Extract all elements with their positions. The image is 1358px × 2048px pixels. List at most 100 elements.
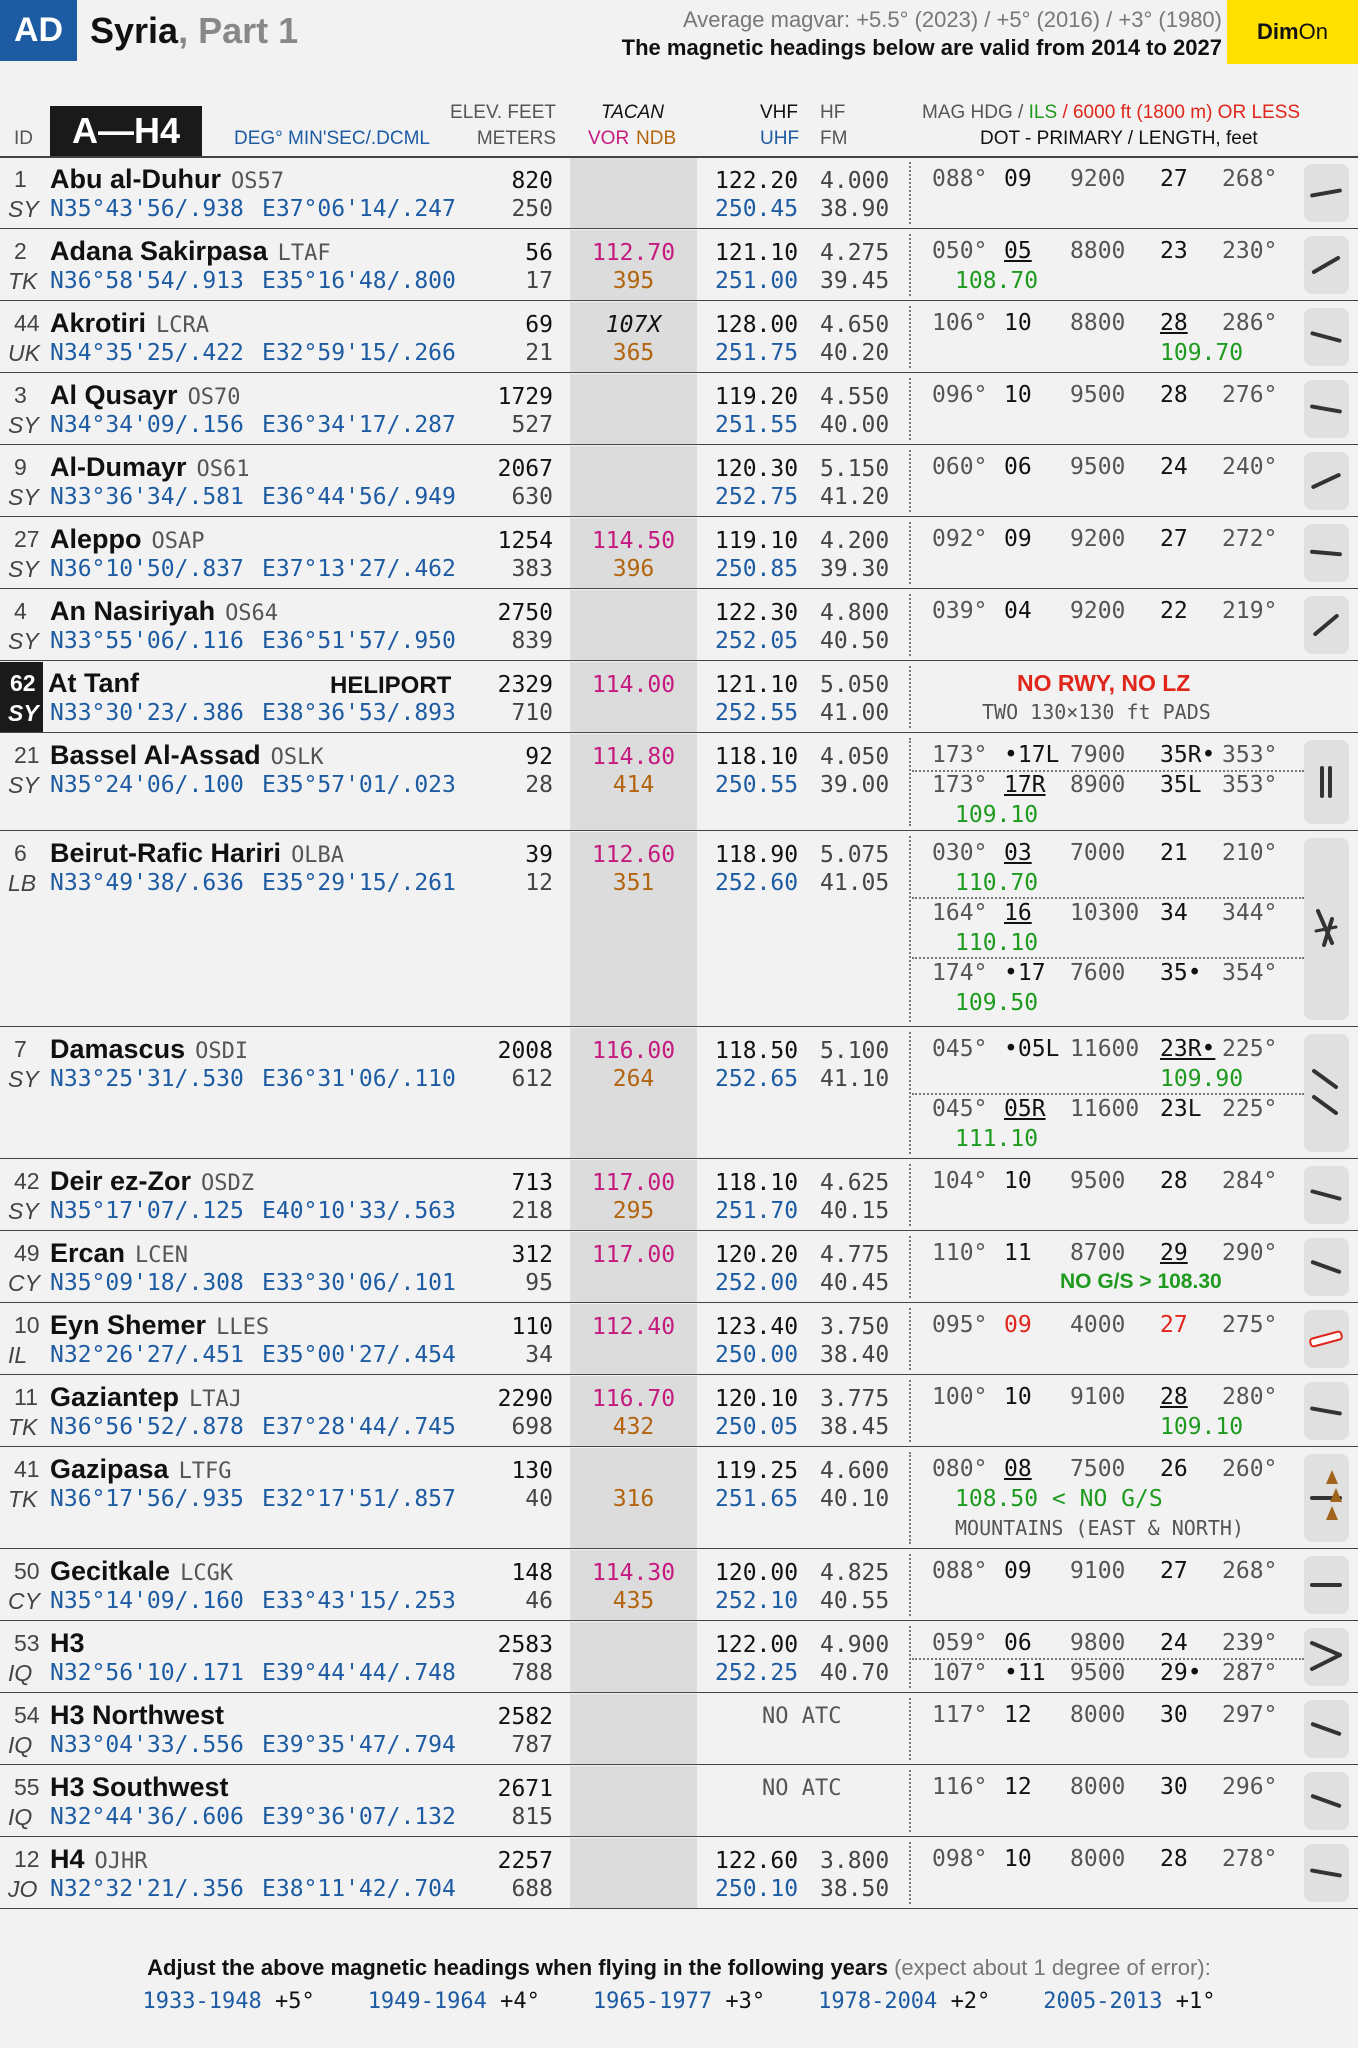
tacan-band: [570, 1766, 697, 1836]
fm-freq: 40.00: [820, 412, 890, 438]
runway-diagram-icon: [1304, 164, 1349, 222]
table-row[interactable]: 9 SY Al-Dumayr OS61 N33°36'34/.581 E36°44'56/…: [0, 446, 1358, 517]
year-range: 1949-1964: [367, 1989, 487, 2014]
runway-line: [1310, 1868, 1342, 1878]
tacan-band: [570, 1550, 697, 1620]
runway-id-reciprocal: 28: [1160, 1384, 1188, 1410]
longitude: E39°35'47/.794: [262, 1732, 456, 1758]
elevation-feet: 92: [525, 744, 553, 770]
airport-id: 3: [14, 382, 27, 408]
runway-diagram-icon: [1304, 1556, 1349, 1614]
runway-diagram-icon: [1304, 236, 1349, 294]
uhf-freq: 252.65: [715, 1066, 799, 1092]
table-row[interactable]: 2 TK Adana Sakirpasa LTAF N36°58'54/.913 E35°…: [0, 230, 1358, 301]
tacan-vor-freq: 114.00: [591, 672, 676, 698]
elevation-meters: 383: [511, 556, 553, 582]
table-row[interactable]: 27 SY Aleppo OSAP N36°10'50/.837 E37°13'27/.4…: [0, 518, 1358, 589]
header-rule: [0, 156, 1358, 158]
table-row[interactable]: 11 TK Gaziantep LTAJ N36°56'52/.878 E37°28'44…: [0, 1376, 1358, 1447]
table-row[interactable]: 4 SY An Nasiriyah OS64 N33°55'06/.116 E36°51'…: [0, 590, 1358, 661]
runway-id: 10: [1004, 310, 1032, 336]
mag-heading-reciprocal: 272°: [1222, 526, 1278, 552]
airport-name-text: Eyn Shemer: [50, 1310, 207, 1340]
runway-id: 10: [1004, 382, 1032, 408]
table-row[interactable]: 10 IL Eyn Shemer LLES N32°26'27/.451 E35°00'2…: [0, 1304, 1358, 1375]
latitude: N32°32'21/.356: [50, 1876, 244, 1902]
table-row[interactable]: 3 SY Al Qusayr OS70 N34°34'09/.156 E36°34'17/…: [0, 374, 1358, 445]
fm-freq: 40.70: [820, 1660, 890, 1686]
runway-diagram: [1320, 766, 1332, 798]
vhf-freq: 118.90: [715, 842, 799, 868]
range-tab[interactable]: A—H4: [50, 106, 202, 156]
latitude: N33°36'34/.581: [50, 484, 244, 510]
runway-id-reciprocal: 28: [1160, 310, 1188, 336]
mag-heading-reciprocal: 225°: [1222, 1036, 1278, 1062]
longitude: E36°34'17/.287: [262, 412, 456, 438]
column-divider: [909, 522, 911, 584]
mag-heading-reciprocal: 219°: [1222, 598, 1278, 624]
ils-freq: 108.70: [955, 268, 1039, 294]
airport-id: 9: [14, 454, 27, 480]
mag-heading: 045°: [932, 1096, 988, 1122]
table-row[interactable]: 42 SY Deir ez-Zor OSDZ N35°17'07/.125 E40°10'…: [0, 1160, 1358, 1231]
tacan-vor-freq: 114.50: [591, 528, 676, 554]
airport-name: H4 OJHR: [50, 1844, 148, 1875]
runway-diagram: [1310, 1406, 1342, 1416]
country-code: CY: [8, 1270, 40, 1296]
footer-main: Adjust the above magnetic headings when …: [147, 1955, 888, 1980]
elevation-meters: 34: [525, 1342, 553, 1368]
glideslope-note: NO G/S > 108.30: [1060, 1270, 1222, 1293]
uhf-freq: 250.10: [715, 1876, 799, 1902]
vhf-freq: 118.10: [715, 744, 799, 770]
airport-name: H3 Southwest: [50, 1772, 229, 1803]
table-row[interactable]: 41 TK Gazipasa LTFG N36°17'56/.935 E32°17'51/…: [0, 1448, 1358, 1549]
table-row[interactable]: 6 LB Beirut-Rafic Hariri OLBA N33°49'38/.636…: [0, 832, 1358, 1027]
runway-id-reciprocal: 21: [1160, 840, 1188, 866]
longitude: E37°28'44/.745: [262, 1414, 456, 1440]
table-row[interactable]: 44 UK Akrotiri LCRA N34°35'25/.422 E32°59'15/…: [0, 302, 1358, 373]
table-row[interactable]: 54 IQ H3 Northwest N33°04'33/.556 E39°35'47/…: [0, 1694, 1358, 1765]
table-row[interactable]: 1 SY Abu al-Duhur OS57 N35°43'56/.938 E37°06'…: [0, 158, 1358, 229]
runway-diagram: [1310, 1722, 1342, 1736]
mag-heading-reciprocal: 268°: [1222, 1558, 1278, 1584]
latitude: N36°58'54/.913: [50, 268, 244, 294]
tacan-band: [570, 832, 697, 1026]
elevation-feet: 2290: [497, 1386, 553, 1412]
year-range: 1965-1977: [592, 1989, 713, 2014]
elevation-meters: 95: [525, 1270, 553, 1296]
table-row[interactable]: 53 IQ H3 N32°56'10/.171 E39°44'44/.748 2583 78…: [0, 1622, 1358, 1693]
table-row[interactable]: 21 SY Bassel Al-Assad OSLK N35°24'06/.100 E35…: [0, 734, 1358, 831]
mountain-icon: [1326, 1470, 1338, 1484]
tacan-vor-freq: 112.70: [591, 240, 676, 266]
runway-diagram-icon: [1304, 1454, 1349, 1542]
dim-on-toggle[interactable]: Dim On: [1227, 0, 1358, 64]
hf-freq: 5.050: [820, 672, 890, 698]
ndb-freq: 396: [612, 556, 655, 582]
mag-heading: 092°: [932, 526, 988, 552]
table-row[interactable]: 62 SY At Tanf HELIPORT NO RWY, NO LZ TWO 130×…: [0, 662, 1358, 733]
runway-diagram-icon: [1304, 596, 1349, 654]
runway-id: 16: [1004, 900, 1032, 926]
id-highlight: [0, 662, 43, 732]
tacan-vor-freq: 112.60: [591, 842, 676, 868]
country-code: SY: [8, 556, 39, 582]
airport-name: Beirut-Rafic Hariri OLBA: [50, 838, 344, 869]
table-row[interactable]: 7 SY Damascus OSDI N33°25'31/.530 E36°31'06/.…: [0, 1028, 1358, 1159]
fm-freq: 38.50: [820, 1876, 890, 1902]
airport-id: 2: [14, 238, 27, 264]
table-row[interactable]: 49 CY Ercan LCEN N35°09'18/.308 E33°30'06/.10…: [0, 1232, 1358, 1303]
uhf-freq: 252.55: [715, 700, 799, 726]
mag-heading-reciprocal: 287°: [1222, 1660, 1278, 1686]
hf-freq: 3.750: [820, 1314, 890, 1340]
runway-id: 10: [1004, 1384, 1032, 1410]
year-adj: +5°: [274, 1989, 315, 2014]
table-row[interactable]: 50 CY Gecitkale LCGK N35°14'09/.160 E33°43'15…: [0, 1550, 1358, 1621]
fm-freq: 38.45: [820, 1414, 890, 1440]
country-code: TK: [8, 1486, 38, 1512]
runway-diagram-icon: [1304, 1238, 1349, 1296]
column-divider: [909, 378, 911, 440]
longitude: E38°11'42/.704: [262, 1876, 456, 1902]
table-row[interactable]: 12 JO H4 OJHR N32°32'21/.356 E38°11'42/.704 22…: [0, 1838, 1358, 1909]
ils-freq: 108.50 < NO G/S: [955, 1486, 1163, 1512]
table-row[interactable]: 55 IQ H3 Southwest N32°44'36/.606 E39°36'07/…: [0, 1766, 1358, 1837]
